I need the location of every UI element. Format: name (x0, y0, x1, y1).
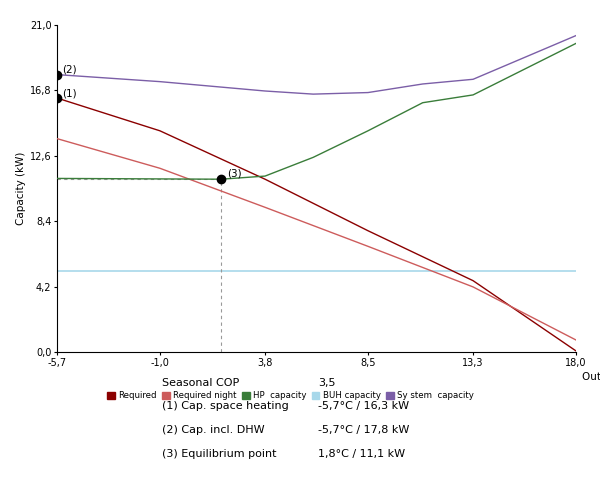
Text: (1) Cap. space heating: (1) Cap. space heating (162, 401, 289, 411)
Text: -5,7°C / 17,8 kW: -5,7°C / 17,8 kW (318, 425, 409, 435)
Text: Outtemp. (°C): Outtemp. (°C) (581, 372, 600, 382)
Text: -5,7°C / 16,3 kW: -5,7°C / 16,3 kW (318, 401, 409, 411)
Y-axis label: Capacity (kW): Capacity (kW) (16, 152, 26, 225)
Text: (3) Equilibrium point: (3) Equilibrium point (162, 449, 277, 458)
Text: (1): (1) (62, 88, 77, 99)
Text: (2) Cap. incl. DHW: (2) Cap. incl. DHW (162, 425, 265, 435)
Legend: Required, Required night, HP  capacity, BUH capacity, Sy stem  capacity: Required, Required night, HP capacity, B… (104, 388, 478, 404)
Text: (2): (2) (62, 64, 77, 74)
Text: 1,8°C / 11,1 kW: 1,8°C / 11,1 kW (318, 449, 405, 458)
Text: Seasonal COP: Seasonal COP (162, 378, 239, 387)
Text: 3,5: 3,5 (318, 378, 335, 387)
Text: (3): (3) (227, 168, 241, 178)
